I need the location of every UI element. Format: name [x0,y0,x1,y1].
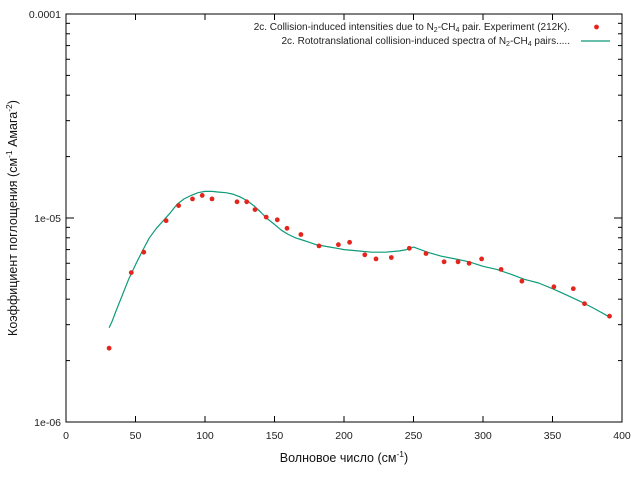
data-point [336,242,341,248]
legend-marker-0 [594,24,599,30]
x-tick-label: 50 [130,430,142,442]
data-point [316,243,322,249]
data-point [252,207,258,213]
y-tick-label: 1e-06 [34,417,61,429]
data-point [163,218,169,224]
data-point [199,193,205,198]
data-point [176,203,182,209]
legend-label-1: 2c. Rototranslational collision-induced … [281,36,570,48]
data-point [607,313,612,319]
legend: 2c. Collision-induced intensities due to… [254,22,610,48]
legend-label-0: 2c. Collision-induced intensities due to… [254,22,570,34]
y-axis-title: Коэффициент поглощения (см-1 Амага-2) [4,100,20,336]
y-tick-label: 1e-05 [34,213,61,225]
data-point [582,301,587,307]
data-point [298,232,304,237]
data-point [455,259,461,265]
x-tick-label: 0 [63,430,69,442]
data-point [244,199,250,205]
y-tick-label: 0.0001 [29,9,61,21]
data-point [479,256,484,262]
data-point [234,199,240,205]
x-tick-label: 350 [544,430,562,442]
axis-ticks: 0 50 100 150 200 250 300 350 400 1e-06 1e-05 0.0001 [29,9,631,442]
x-axis-title: Волновое число (см-1) [280,449,408,465]
x-tick-label: 100 [196,430,214,442]
data-point [141,249,147,255]
data-point [373,256,379,262]
data-point [551,284,557,290]
data-point [423,251,429,256]
plot-series [106,190,612,351]
data-point [498,267,504,272]
x-tick-label: 300 [474,430,492,442]
x-tick-label: 200 [335,430,353,442]
data-point [106,345,112,351]
data-point [441,259,447,265]
data-point [128,270,134,275]
data-point [362,252,368,258]
data-point [570,286,576,292]
data-point [347,239,352,245]
x-tick-label: 150 [266,430,284,442]
x-tick-label: 400 [613,430,631,442]
data-point [388,255,394,260]
x-tick-label: 250 [405,430,423,442]
data-point [466,260,472,266]
plot-frame [65,13,623,423]
data-point [274,217,280,223]
data-point [519,278,525,284]
data-point [190,196,195,202]
data-point [284,225,290,231]
data-point [406,245,412,251]
series-line-1 [108,190,609,328]
data-point [209,196,215,202]
data-point [263,214,269,220]
